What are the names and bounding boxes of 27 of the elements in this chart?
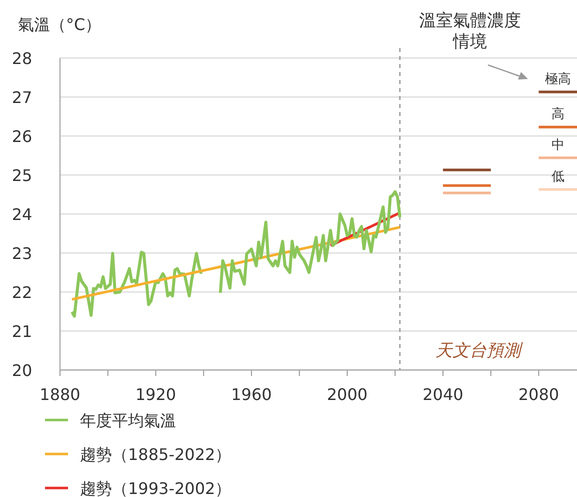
annotation: 天文台預測 [436, 341, 524, 361]
legend-label: 趨勢（1885-2022） [80, 445, 232, 464]
y-tick-label: 26 [12, 127, 32, 146]
x-tick-label: 2080 [518, 385, 560, 404]
x-tick-label: 1960 [231, 385, 272, 404]
y-tick-label: 21 [12, 322, 32, 341]
y-tick-label: 23 [12, 244, 32, 263]
legend-label: 年度平均氣溫 [80, 411, 176, 430]
series-label: 高 [551, 106, 564, 122]
x-tick-label: 2000 [326, 385, 368, 404]
y-tick-label: 28 [12, 49, 32, 68]
y-tick-label: 27 [12, 88, 32, 107]
y-tick-label: 25 [12, 166, 32, 185]
series-label: 低 [551, 169, 564, 184]
x-tick-label: 2040 [422, 385, 464, 404]
series-label: 中 [551, 138, 564, 153]
text: 溫室氣體濃度情境 [419, 11, 521, 52]
series-label: 極高 [544, 70, 571, 87]
x-tick-label: 1880 [40, 385, 80, 404]
y-tick-label: 24 [12, 205, 32, 224]
line-series [70, 250, 203, 318]
y-axis-title: 氣溫（°C） [18, 15, 102, 34]
legend-label: 趨勢（1993-2002） [80, 479, 232, 497]
y-tick-label: 20 [12, 361, 32, 380]
line-series [218, 190, 402, 294]
y-tick-label: 22 [12, 283, 32, 302]
x-tick-label: 1920 [135, 385, 176, 404]
